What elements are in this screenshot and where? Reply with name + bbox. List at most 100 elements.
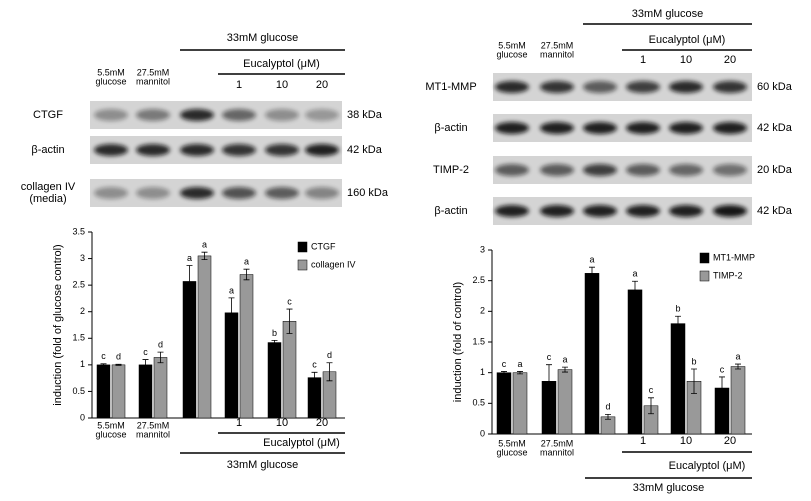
bar — [224, 312, 239, 419]
dose-label: 20 — [724, 54, 736, 66]
legend-label: TIMP-2 — [713, 270, 743, 280]
blot-band — [713, 122, 747, 134]
x-tick-label: 20 — [724, 435, 736, 447]
y-tick-label: 0 — [80, 412, 85, 422]
blot-band — [583, 164, 617, 176]
legend-swatch — [699, 270, 710, 282]
blot-band — [540, 81, 574, 93]
significance-letter: b — [272, 328, 277, 338]
size-label: 20 kDa — [757, 164, 793, 176]
x-tick-label: 5.5mM glucose — [496, 439, 527, 458]
bar — [182, 281, 197, 419]
blot-band — [583, 205, 617, 217]
bar-chart: 0 0.5 1 1.5 2 2.5 3 3.5 induction (fold of gluco… — [52, 226, 356, 471]
blot-band — [626, 205, 660, 217]
blot-panel: 33mM glucose Eucalyptol (μM) 5.5mM glucose 2… — [21, 32, 389, 207]
blot-strip — [493, 156, 752, 184]
error-bar — [326, 362, 333, 382]
legend-swatch — [297, 259, 308, 271]
x-tick-label: 20 — [316, 417, 328, 429]
error-bar — [311, 371, 318, 384]
bar — [282, 321, 297, 419]
dose-label: 1 — [236, 79, 242, 91]
lane-label small: 27.5mM mannitol — [136, 68, 170, 87]
blot-band — [713, 164, 747, 176]
treatment-label: Eucalyptol (μM) — [243, 58, 320, 70]
blot-band — [136, 109, 170, 121]
significance-letter: c — [547, 352, 552, 362]
dose-label: 1 — [640, 54, 646, 66]
size-label: 60 kDa — [757, 81, 793, 93]
bar — [197, 255, 212, 419]
blot-band — [180, 144, 214, 156]
error-bar — [142, 359, 149, 371]
y-tick-label: 2 — [80, 306, 85, 316]
blot-band — [626, 81, 660, 93]
y-tick-label: 3 — [80, 253, 85, 263]
x-tick-label: 10 — [680, 435, 692, 447]
row-label: MT1-MMP — [425, 81, 476, 93]
y-axis-label: induction (fold of glucose control) — [52, 244, 64, 405]
blot-band — [94, 187, 128, 199]
significance-letter: a — [202, 240, 207, 250]
legend-label: MT1-MMP — [713, 252, 755, 262]
lane-label small: 5.5mM glucose — [496, 41, 527, 60]
blot-band — [305, 144, 339, 156]
y-tick-label: 2.5 — [472, 275, 485, 285]
bar — [557, 369, 573, 435]
blot-band — [495, 205, 529, 217]
size-label: 42 kDa — [347, 144, 383, 156]
bar — [730, 366, 746, 435]
error-bar — [201, 251, 208, 261]
significance-letter: a — [517, 359, 522, 369]
row-label: CTGF — [33, 109, 63, 121]
x-tick-label: 27.5mM mannitol — [136, 421, 170, 440]
blot-band — [222, 187, 256, 199]
treatment-label: Eucalyptol (μM) — [669, 460, 746, 472]
significance-letter: a — [187, 253, 192, 263]
significance-letter: d — [158, 339, 163, 349]
y-tick-label: 0 — [480, 428, 485, 438]
dose-label: 20 — [316, 79, 328, 91]
x-tick-label: 27.5mM mannitol — [540, 439, 574, 458]
blot-strip — [493, 197, 752, 225]
y-tick-label: 0.5 — [472, 398, 485, 408]
blot-band — [495, 164, 529, 176]
x-tick-label: 1 — [640, 435, 646, 447]
y-tick-label: 2.5 — [72, 280, 85, 290]
blot-band — [180, 187, 214, 199]
error-bar — [691, 368, 697, 394]
blot-band — [265, 187, 299, 199]
y-tick-label: 0.5 — [72, 386, 85, 396]
row-label: TIMP-2 — [433, 164, 469, 176]
significance-letter: b — [691, 356, 696, 366]
x-tick-label: 1 — [236, 417, 242, 429]
significance-letter: a — [589, 255, 594, 265]
y-tick-label: 2 — [480, 306, 485, 316]
x-tick-label: 5.5mM glucose — [95, 421, 126, 440]
significance-letter: c — [287, 296, 292, 306]
error-bar — [719, 376, 725, 400]
blot-band — [669, 205, 703, 217]
error-bar — [735, 363, 741, 370]
row-label: β-actin — [31, 144, 64, 156]
significance-letter: a — [229, 285, 234, 295]
significance-letter: a — [735, 351, 740, 361]
bar — [111, 364, 126, 419]
x-tick-label: 10 — [276, 417, 288, 429]
y-tick-label: 1.5 — [472, 336, 485, 346]
bar — [496, 372, 512, 435]
y-tick-label: 1 — [80, 359, 85, 369]
significance-letter: b — [675, 304, 680, 314]
size-label: 42 kDa — [757, 122, 793, 134]
blot-strip — [493, 73, 752, 101]
error-bar — [501, 371, 507, 375]
bar — [96, 364, 111, 419]
legend-swatch — [297, 241, 308, 253]
lane-label small: 5.5mM glucose — [95, 68, 126, 87]
bar — [138, 364, 153, 419]
bar — [584, 273, 600, 435]
lane-label small: 27.5mM mannitol — [540, 41, 574, 60]
error-bar — [115, 363, 122, 366]
significance-letter: c — [312, 360, 317, 370]
